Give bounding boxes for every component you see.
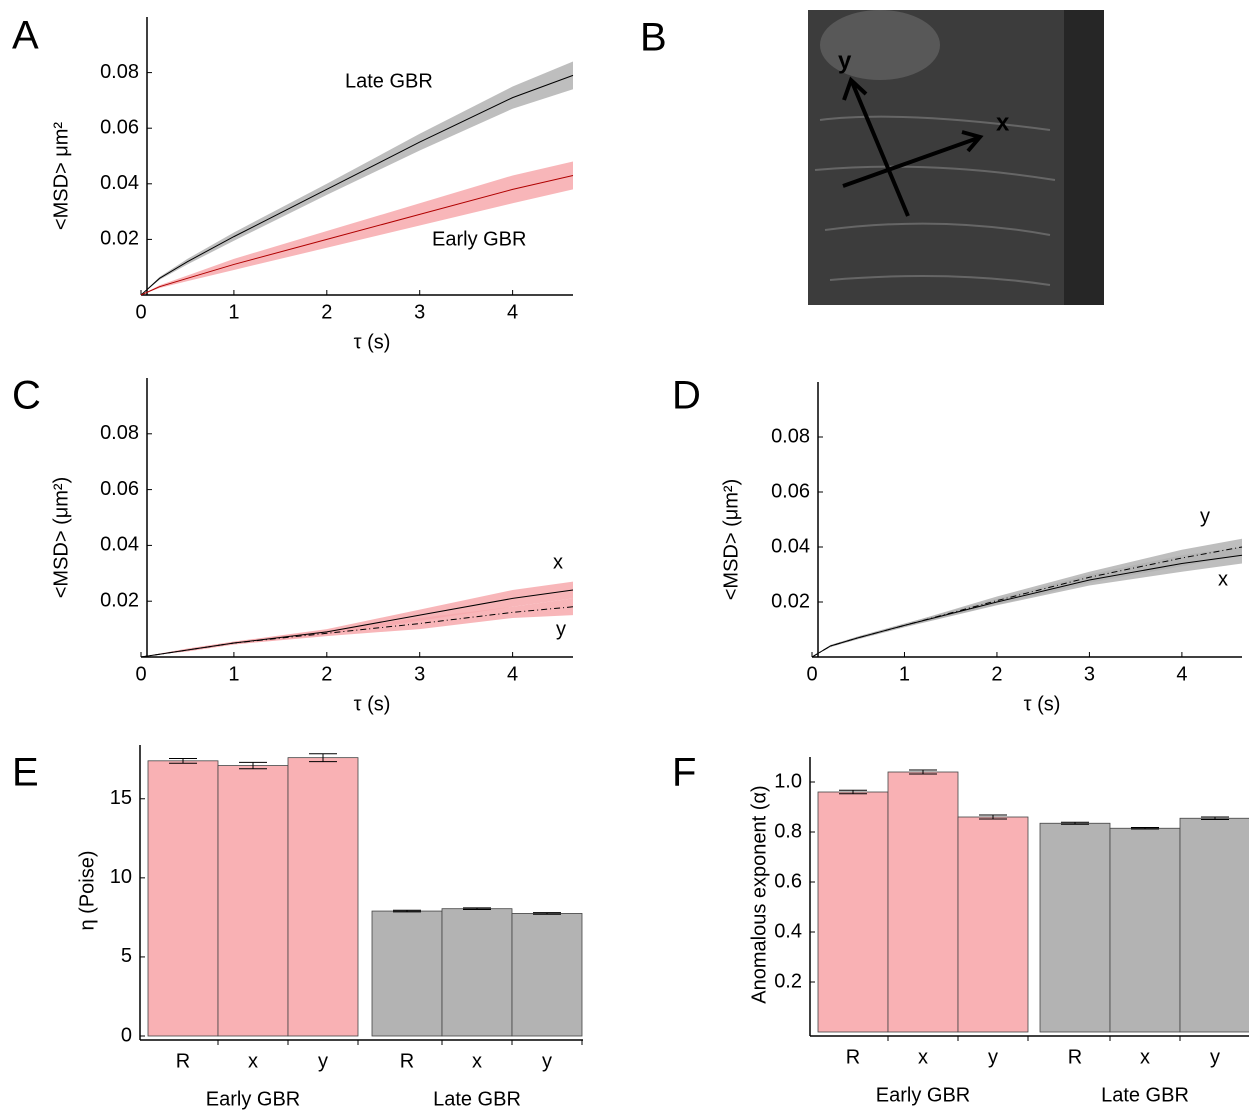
bar xyxy=(1110,828,1180,1032)
bar xyxy=(1180,818,1249,1032)
y-tick-label: 0.4 xyxy=(774,920,802,942)
x-tick-label: x xyxy=(918,1046,928,1068)
group-label: Early GBR xyxy=(876,1084,970,1106)
y-axis-label: y xyxy=(838,47,852,74)
x-tick-label: R xyxy=(846,1046,860,1068)
panel-letter: A xyxy=(12,14,39,58)
bar xyxy=(888,772,958,1032)
y-axis-label: Anomalous exponent (α) xyxy=(748,785,770,1003)
x-tick-label: 3 xyxy=(414,301,425,323)
bar xyxy=(512,913,582,1036)
x-tick-label: x xyxy=(248,1050,258,1072)
bar xyxy=(442,909,512,1036)
x-axis-label: τ (s) xyxy=(354,331,391,353)
x-tick-label: 2 xyxy=(991,663,1002,685)
y-tick-label: 0.2 xyxy=(774,970,802,992)
panel-letter: E xyxy=(12,751,39,795)
y-tick-label: 0.04 xyxy=(771,535,810,557)
x-tick-label: 4 xyxy=(1176,663,1187,685)
x-tick-label: y xyxy=(988,1046,998,1068)
y-axis-label: η (Poise) xyxy=(76,850,98,930)
series-label: Late GBR xyxy=(345,70,433,92)
bar xyxy=(218,766,288,1036)
panel-letter: B xyxy=(640,16,667,60)
x-tick-label: 3 xyxy=(414,663,425,685)
bar xyxy=(1040,823,1110,1032)
y-tick-label: 0.04 xyxy=(100,534,139,556)
series-label: y xyxy=(556,618,566,640)
y-tick-label: 0.02 xyxy=(100,228,139,250)
group-label: Late GBR xyxy=(1101,1084,1189,1106)
y-tick-label: 0.02 xyxy=(100,589,139,611)
x-tick-label: R xyxy=(400,1050,414,1072)
series-label: Early GBR xyxy=(432,228,526,250)
y-tick-label: 0.02 xyxy=(771,590,810,612)
x-tick-label: y xyxy=(318,1050,328,1072)
group-label: Late GBR xyxy=(433,1088,521,1110)
group-label: Early GBR xyxy=(206,1088,300,1110)
y-tick-label: 0.06 xyxy=(771,480,810,502)
y-tick-label: 0.06 xyxy=(100,116,139,138)
x-tick-label: 0 xyxy=(806,663,817,685)
y-axis-label: <MSD> (μm²) xyxy=(50,477,72,599)
panel-letter: C xyxy=(12,374,41,418)
x-tick-label: x xyxy=(472,1050,482,1072)
image-panel: x y B xyxy=(640,10,1104,305)
y-tick-label: 0.06 xyxy=(100,478,139,500)
bar xyxy=(958,817,1028,1032)
x-tick-label: 4 xyxy=(507,663,518,685)
x-tick-label: 2 xyxy=(321,301,332,323)
y-axis-label: <MSD> μm² xyxy=(50,122,72,231)
x-tick-label: x xyxy=(1140,1046,1150,1068)
x-tick-label: 2 xyxy=(321,663,332,685)
x-tick-label: R xyxy=(176,1050,190,1072)
x-tick-label: 1 xyxy=(228,301,239,323)
x-tick-label: y xyxy=(542,1050,552,1072)
x-tick-label: R xyxy=(1068,1046,1082,1068)
bar xyxy=(372,911,442,1036)
confidence-band xyxy=(141,582,573,657)
bar xyxy=(818,792,888,1032)
series-label: y xyxy=(1200,505,1210,527)
x-tick-label: 0 xyxy=(135,663,146,685)
y-tick-label: 0.08 xyxy=(100,422,139,444)
confidence-band xyxy=(812,547,1242,657)
y-tick-label: 5 xyxy=(121,945,132,967)
x-tick-label: 1 xyxy=(228,663,239,685)
x-tick-label: 3 xyxy=(1084,663,1095,685)
y-tick-label: 0.08 xyxy=(100,61,139,83)
y-tick-label: 0.6 xyxy=(774,870,802,892)
y-tick-label: 15 xyxy=(110,787,132,809)
y-axis-label: <MSD> (μm²) xyxy=(720,479,742,601)
bar xyxy=(288,758,358,1036)
panel-letter: D xyxy=(672,374,701,418)
x-tick-label: 1 xyxy=(899,663,910,685)
figure: x y B 0 1 2 3 4 0.02 0.04 0.06 0.08 τ (s) <MSD> μm… xyxy=(0,0,1249,1112)
x-axis-label: τ (s) xyxy=(1024,693,1061,715)
series-label: x xyxy=(1218,568,1228,590)
x-axis-label: τ (s) xyxy=(354,693,391,715)
panel-letter: F xyxy=(672,751,696,795)
x-tick-label: 4 xyxy=(507,301,518,323)
x-tick-label: 0 xyxy=(135,301,146,323)
y-tick-label: 10 xyxy=(110,866,132,888)
bar xyxy=(148,761,218,1036)
y-tick-label: 0 xyxy=(121,1024,132,1046)
y-tick-label: 0.8 xyxy=(774,820,802,842)
y-tick-label: 0.08 xyxy=(771,425,810,447)
x-axis-label: x xyxy=(996,109,1010,136)
x-tick-label: y xyxy=(1210,1046,1220,1068)
series-label: x xyxy=(553,551,563,573)
micrograph-edge xyxy=(1064,10,1104,305)
y-tick-label: 0.04 xyxy=(100,172,139,194)
y-tick-label: 1.0 xyxy=(774,770,802,792)
